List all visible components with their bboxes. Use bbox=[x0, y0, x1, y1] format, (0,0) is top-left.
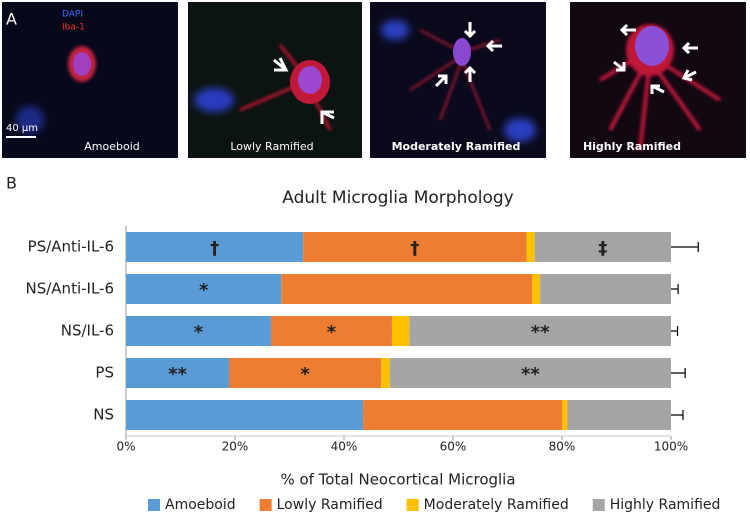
legend-swatch bbox=[148, 499, 160, 511]
panel-label: B bbox=[6, 174, 17, 193]
error-bar bbox=[671, 368, 686, 378]
micrograph bbox=[188, 2, 362, 158]
legend-swatch bbox=[592, 499, 605, 511]
error-bar bbox=[671, 326, 679, 336]
legend-label: Moderately Ramified bbox=[424, 497, 569, 513]
significance-mark: † bbox=[210, 238, 219, 259]
legend-label: Amoeboid bbox=[165, 497, 236, 513]
significance-mark: ‡ bbox=[598, 238, 607, 259]
image-caption: Highly Ramified bbox=[583, 140, 681, 153]
significance-mark: † bbox=[410, 238, 419, 259]
legend-label: Highly Ramified bbox=[610, 497, 721, 513]
bar-segment bbox=[270, 316, 392, 346]
y-tick-label: PS bbox=[95, 364, 114, 382]
bar-segment bbox=[126, 358, 230, 388]
error-bar bbox=[671, 242, 699, 252]
y-tick-label: NS bbox=[93, 406, 114, 424]
bar-segment bbox=[409, 316, 671, 346]
y-tick-label: NS/IL-6 bbox=[61, 322, 114, 340]
bar-segment bbox=[281, 274, 533, 304]
bar-segment bbox=[363, 400, 562, 430]
error-bar bbox=[671, 410, 684, 420]
plot: 0% 20% 40% 60% 80% 100% PS/Anti-IL-6 † † ‡ NS/Anti… bbox=[26, 226, 721, 513]
stain-label: DAPI bbox=[62, 10, 83, 20]
bar-segment bbox=[229, 358, 382, 388]
bar-segment bbox=[381, 358, 390, 388]
image-caption: Amoeboid bbox=[84, 140, 140, 153]
significance-mark: * bbox=[300, 364, 310, 385]
bar-segment bbox=[532, 274, 541, 304]
bar-segment bbox=[540, 274, 671, 304]
bar-segment bbox=[534, 232, 671, 262]
significance-mark: * bbox=[199, 280, 209, 301]
y-tick-label: NS/Anti-IL-6 bbox=[26, 280, 115, 298]
x-tick-label: 20% bbox=[222, 440, 249, 454]
x-tick-label: 80% bbox=[549, 440, 576, 454]
bar-segment bbox=[391, 316, 410, 346]
significance-mark: * bbox=[327, 322, 337, 343]
error-bar bbox=[671, 284, 679, 294]
significance-mark: ** bbox=[531, 322, 550, 343]
bar-segment bbox=[126, 400, 364, 430]
bar-segment bbox=[562, 400, 568, 430]
chart-title: Adult Microglia Morphology bbox=[282, 188, 514, 208]
micrograph bbox=[2, 2, 178, 158]
bar-segment bbox=[567, 400, 671, 430]
bar-segment bbox=[126, 316, 271, 346]
x-tick-label: 60% bbox=[440, 440, 467, 454]
y-tick-label: PS/Anti-IL-6 bbox=[28, 238, 114, 256]
significance-mark: ** bbox=[168, 364, 187, 385]
micrograph bbox=[570, 2, 746, 158]
image-caption: Moderately Ramified bbox=[392, 140, 521, 153]
stain-label: Iba-1 bbox=[62, 23, 85, 33]
image-caption: Lowly Ramified bbox=[230, 140, 313, 153]
x-tick-label: 40% bbox=[331, 440, 358, 454]
bar-segment bbox=[303, 232, 527, 262]
panel-label: A bbox=[6, 10, 17, 29]
significance-mark: ** bbox=[521, 364, 540, 385]
legend-label: Lowly Ramified bbox=[277, 497, 383, 513]
x-tick-label: 0% bbox=[116, 440, 135, 454]
micrograph bbox=[370, 2, 546, 158]
bar-segment bbox=[126, 274, 282, 304]
scale-label: 40 µm bbox=[6, 123, 38, 134]
significance-mark: * bbox=[194, 322, 204, 343]
bar-segment bbox=[389, 358, 671, 388]
legend-swatch bbox=[259, 499, 272, 511]
legend-swatch bbox=[406, 499, 419, 511]
bar-segment bbox=[126, 232, 304, 262]
x-axis-label: % of Total Neocortical Microglia bbox=[280, 471, 515, 489]
x-tick-label: 100% bbox=[654, 440, 688, 454]
bar-segment bbox=[526, 232, 535, 262]
